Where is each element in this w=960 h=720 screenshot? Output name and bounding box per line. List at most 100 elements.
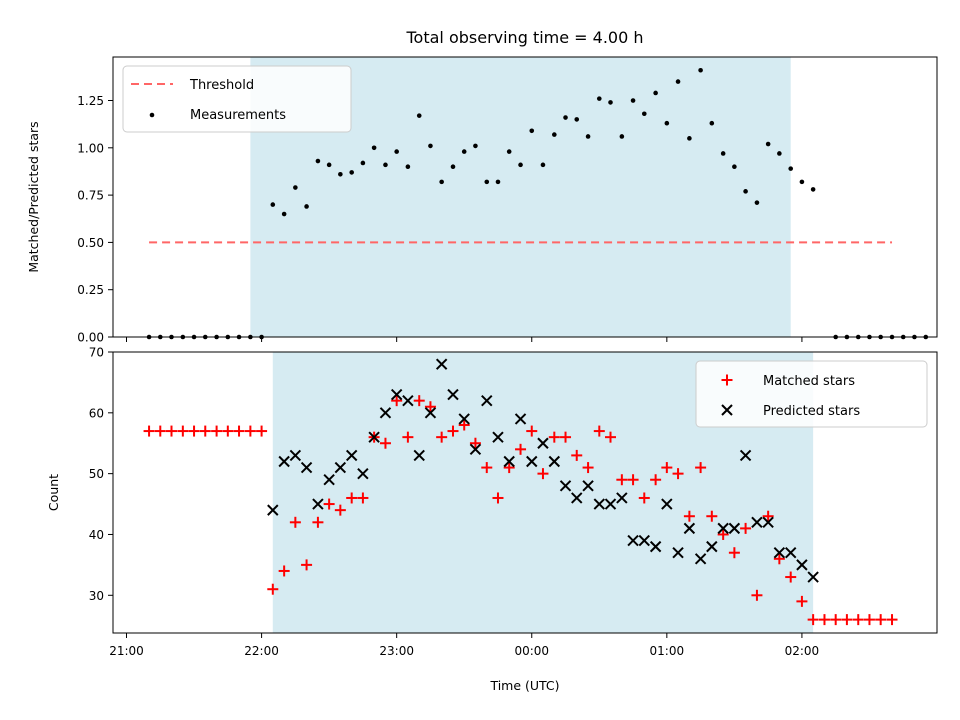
predicted-star-point <box>784 547 797 559</box>
measurement-point <box>788 166 794 171</box>
bottom-xtick-label: 23:00 <box>379 644 414 658</box>
measurement-point <box>439 179 444 185</box>
bottom-legend-box <box>695 360 928 428</box>
measurement-point <box>630 98 636 103</box>
predicted-star-point <box>379 407 392 419</box>
predicted-star-point <box>267 504 279 516</box>
predicted-star-point <box>514 413 527 425</box>
matched-legend-swatch <box>721 374 733 386</box>
matched-star-point <box>773 553 785 565</box>
predicted-star-point <box>694 553 707 565</box>
matched-star-point <box>818 614 830 626</box>
predicted-star-point <box>368 431 380 443</box>
measurement-point <box>675 79 681 84</box>
predicted-star-point <box>604 498 617 510</box>
measurement-point <box>585 134 591 139</box>
threshold-legend-label: Threshold <box>189 78 254 93</box>
predicted-star-point <box>458 413 470 425</box>
predicted-star-point <box>300 461 313 474</box>
matched-star-point <box>886 614 898 626</box>
predicted-star-point <box>334 461 347 474</box>
matched-star-point <box>830 614 842 626</box>
measurement-point <box>698 67 703 73</box>
bottom-xtick-label: 00:00 <box>514 644 549 658</box>
matched-star-point <box>165 425 177 437</box>
predicted-star-point <box>773 547 786 559</box>
matched-star-point <box>661 462 673 474</box>
predicted-star-point <box>717 522 729 535</box>
measurement-point <box>338 171 343 177</box>
bottom-ytick-label: 30 <box>89 589 104 603</box>
matched-star-point <box>481 462 493 474</box>
measurement-point <box>653 90 658 96</box>
predicted-star-point <box>413 449 425 462</box>
matched-star-point <box>469 437 481 449</box>
measurement-point <box>383 162 388 168</box>
matched-star-point <box>785 571 797 583</box>
matched-star-point <box>638 492 650 504</box>
matched-star-point <box>492 492 504 504</box>
measurement-point <box>552 132 557 137</box>
matched-star-point <box>323 498 335 510</box>
matched-star-point <box>289 516 301 528</box>
top-panel: 0.00 0.25 0.50 0.75 1.00 1.25 Total observing… <box>26 28 938 345</box>
bottom-ytick-label: 60 <box>89 406 104 420</box>
chart-title: Total observing time = 4.00 h <box>405 28 643 47</box>
predicted-star-point <box>435 358 448 370</box>
measurement-point <box>619 134 625 139</box>
matched-star-point <box>447 425 459 437</box>
measurement-point <box>484 179 490 185</box>
matched-legend-label: Matched stars <box>763 374 855 389</box>
measurement-point <box>641 111 647 117</box>
matched-star-point <box>706 510 718 522</box>
top-legend: Threshold Measurements <box>122 65 352 133</box>
predicted-star-point <box>706 540 718 553</box>
measurement-point <box>304 204 309 209</box>
predicted-star-point <box>627 534 639 547</box>
measurement-point <box>765 141 771 147</box>
predicted-star-point <box>481 394 493 407</box>
matched-star-point <box>402 431 414 443</box>
predicted-star-point <box>323 474 335 486</box>
measurement-point <box>810 187 816 192</box>
measurement-point <box>664 120 670 126</box>
measurement-point <box>461 149 467 154</box>
measurement-point <box>720 151 726 156</box>
predicted-star-point <box>402 394 414 407</box>
matched-star-point <box>222 425 234 437</box>
measurement-point <box>608 100 613 105</box>
matched-star-point <box>312 516 324 528</box>
bottom-y-ticks: 30 40 50 60 70 <box>89 346 113 603</box>
matched-star-point <box>863 614 875 626</box>
predicted-star-point <box>312 498 324 510</box>
predicted-star-point <box>469 443 482 456</box>
predicted-star-point <box>593 498 606 510</box>
bottom-xtick-label: 22:00 <box>244 644 279 658</box>
matched-star-point <box>683 510 695 522</box>
predicted-star-point <box>492 431 504 443</box>
top-ytick-label: 1.25 <box>77 94 104 108</box>
matched-star-point <box>188 425 200 437</box>
matched-star-point <box>616 474 628 486</box>
measurement-point <box>360 160 366 166</box>
matched-star-point <box>334 504 346 516</box>
measurement-point <box>529 128 535 134</box>
measurement-point <box>596 96 602 101</box>
x-axis-label: Time (UTC) <box>489 678 559 693</box>
matched-star-point <box>582 462 594 474</box>
matched-star-point <box>413 395 425 407</box>
matched-star-point <box>717 528 729 540</box>
matched-star-point <box>177 425 189 437</box>
matched-star-point <box>458 419 470 431</box>
measurement-point <box>405 164 411 170</box>
measurement-point <box>371 145 377 151</box>
matched-star-point <box>548 431 560 443</box>
matched-star-point <box>751 589 763 601</box>
measurement-point <box>270 202 276 207</box>
measurement-point <box>473 143 478 149</box>
top-y-axis-label: Matched/Predicted stars <box>26 121 41 272</box>
top-legend-box <box>122 65 352 133</box>
matched-star-point <box>728 547 740 559</box>
matched-star-point <box>841 614 853 626</box>
measurement-point <box>563 115 568 120</box>
